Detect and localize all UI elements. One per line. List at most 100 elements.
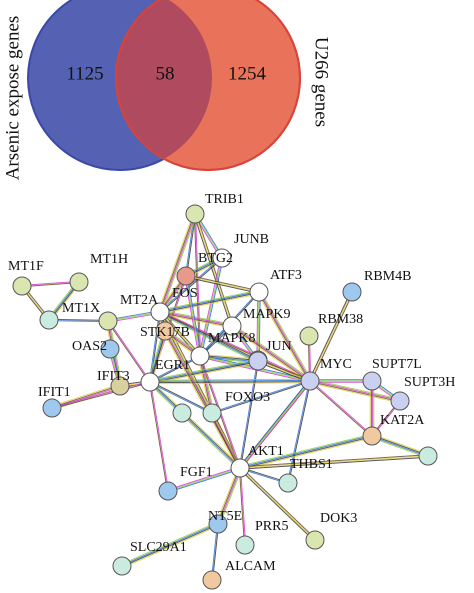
node-label: OAS2 <box>72 339 107 354</box>
edge <box>107 321 150 383</box>
node-label: MT1F <box>8 259 44 274</box>
node-label: FGF1 <box>180 465 213 480</box>
edge <box>149 382 240 469</box>
edge <box>240 361 260 469</box>
node-label: IFIT1 <box>38 385 71 400</box>
edge <box>165 330 241 468</box>
venn-right-outline <box>115 0 301 171</box>
node-label: SUPT7L <box>372 357 422 372</box>
network-edges <box>20 213 429 581</box>
edge <box>150 380 242 468</box>
edge <box>231 326 310 382</box>
venn-diagram: 1125 58 1254 Arsenic expose genes U266 g… <box>2 0 332 180</box>
node <box>342 282 362 302</box>
edge <box>186 214 197 277</box>
edge <box>167 466 240 491</box>
edge <box>48 320 108 323</box>
edge <box>256 291 259 361</box>
edge <box>239 467 316 541</box>
node-label: PRR5 <box>255 519 288 534</box>
edge <box>185 276 259 294</box>
node-label: JUNB <box>234 232 269 247</box>
edge <box>200 353 259 360</box>
edge <box>149 378 310 381</box>
node-label: JUN <box>266 339 292 354</box>
edge <box>159 313 232 329</box>
edge <box>218 468 242 525</box>
node <box>185 204 205 224</box>
edge <box>160 309 260 360</box>
node <box>42 398 62 418</box>
edge <box>238 468 245 546</box>
edge <box>198 356 212 414</box>
edge <box>149 379 310 382</box>
node <box>362 371 382 391</box>
edge <box>121 521 218 565</box>
edge <box>185 275 260 293</box>
edge <box>186 274 260 292</box>
edge <box>212 381 311 415</box>
edge <box>49 318 109 321</box>
edge <box>51 380 150 408</box>
edge <box>51 384 120 408</box>
edge <box>309 291 353 382</box>
node <box>278 473 298 493</box>
node-label: TRIB1 <box>205 192 244 207</box>
node <box>208 514 228 534</box>
edge <box>52 386 121 410</box>
edge <box>164 331 240 469</box>
edge <box>168 468 241 493</box>
node <box>299 326 319 346</box>
edge <box>200 258 224 357</box>
node-label: ATF3 <box>270 268 302 283</box>
venn-right-count: 1254 <box>228 63 267 84</box>
edge <box>51 383 120 407</box>
node <box>12 276 32 296</box>
edge <box>150 381 213 413</box>
edge <box>309 382 400 404</box>
edge <box>52 382 151 410</box>
node <box>100 339 120 359</box>
edge <box>257 291 260 362</box>
node-label: MYC <box>320 357 352 372</box>
venn-overlap <box>116 0 212 170</box>
node <box>300 371 320 391</box>
edge <box>22 282 80 288</box>
edge <box>239 434 372 468</box>
node-label: BTG2 <box>198 251 233 266</box>
edge <box>371 437 428 459</box>
node-label: EGR1 <box>155 358 190 373</box>
edge <box>185 275 201 357</box>
edge <box>160 258 223 313</box>
edge <box>167 467 241 492</box>
node <box>98 311 118 331</box>
node-label: RBM38 <box>318 312 363 327</box>
node <box>140 372 160 392</box>
edge <box>194 213 233 327</box>
node <box>39 310 59 330</box>
node <box>202 403 222 423</box>
edge <box>149 382 212 414</box>
edge <box>199 257 223 357</box>
edge <box>211 379 310 413</box>
edge <box>122 524 219 568</box>
edge <box>238 360 258 468</box>
node-label: SLC29A1 <box>130 540 187 555</box>
edge <box>160 310 202 356</box>
node-label: SUPT3H <box>404 375 455 390</box>
edge <box>160 214 197 313</box>
edge <box>232 324 312 380</box>
edge <box>239 433 372 467</box>
edge <box>238 468 315 542</box>
edge <box>150 361 259 384</box>
edge <box>186 275 202 356</box>
edge <box>195 213 234 326</box>
edge <box>310 292 354 382</box>
edge <box>159 312 258 362</box>
node-label: THBS1 <box>290 457 333 472</box>
node <box>112 556 132 576</box>
node <box>390 391 410 411</box>
node <box>248 351 268 371</box>
edge <box>149 358 258 381</box>
edge <box>258 292 310 382</box>
